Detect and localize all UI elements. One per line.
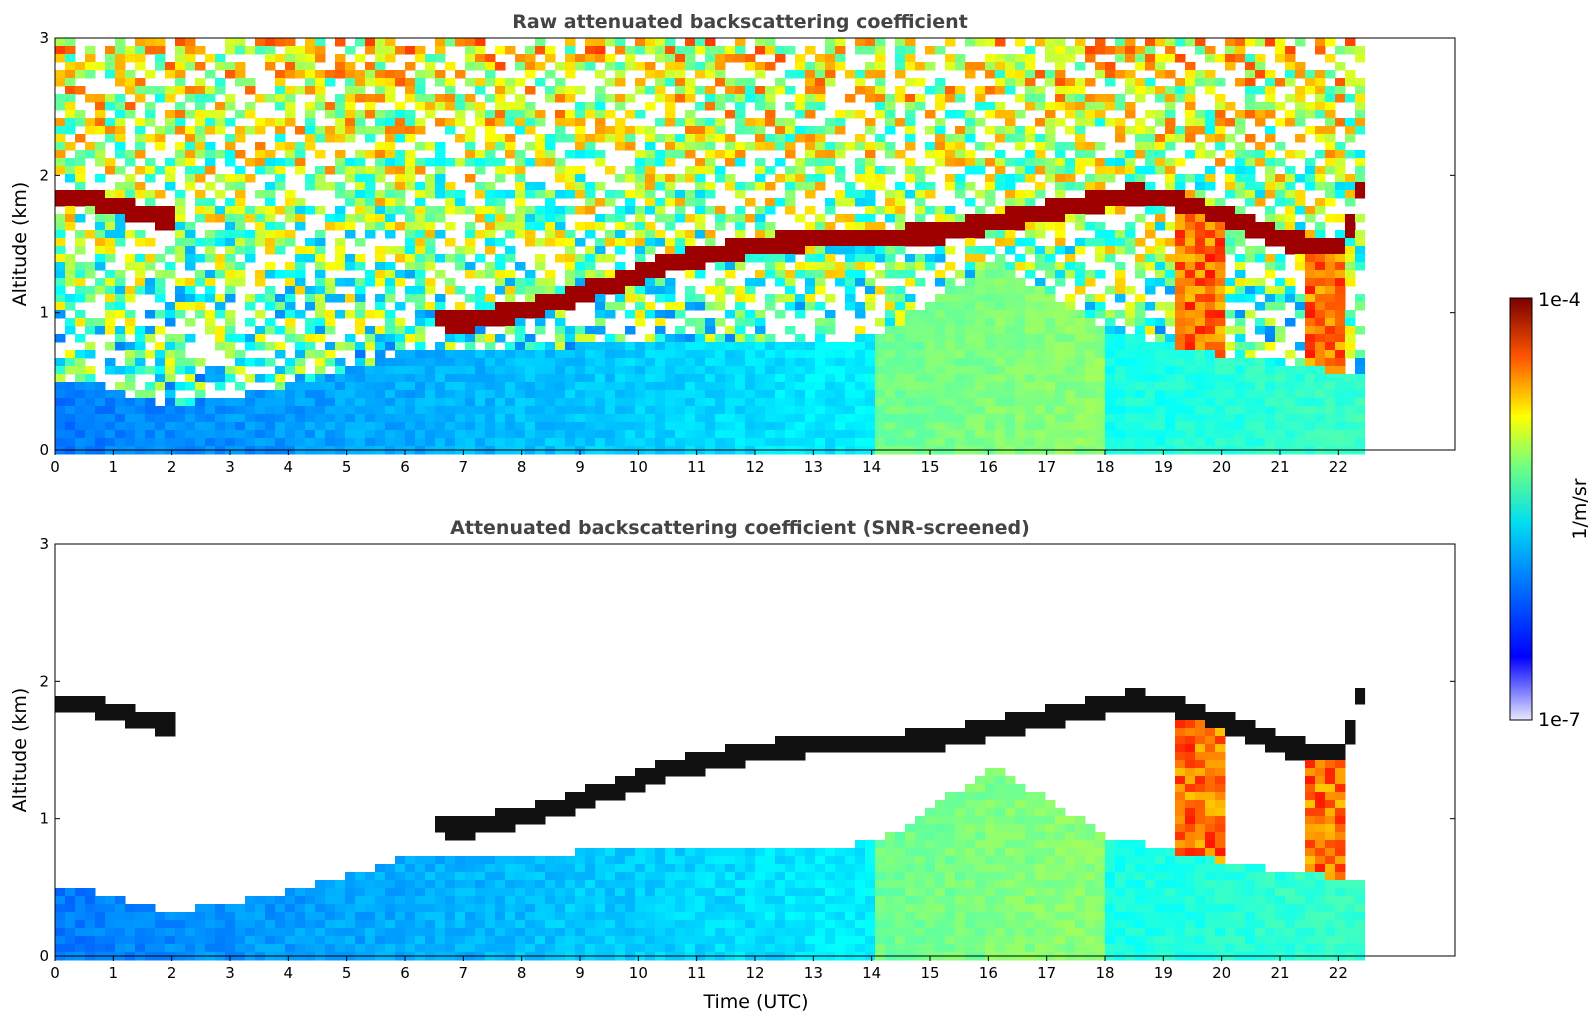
- x-tick-label: 15: [920, 964, 939, 982]
- x-tick-label: 15: [920, 458, 939, 476]
- panel-screened-xlabel: Time (UTC): [702, 991, 808, 1013]
- x-tick-label: 1: [109, 458, 119, 476]
- y-tick-label: 1: [39, 810, 49, 828]
- x-tick-label: 11: [687, 458, 706, 476]
- y-tick-label: 3: [39, 29, 49, 47]
- x-tick-label: 14: [862, 964, 881, 982]
- x-tick-label: 8: [517, 458, 527, 476]
- panel-screened-image: [55, 688, 1366, 961]
- y-tick-label: 1: [39, 304, 49, 322]
- x-tick-label: 11: [687, 964, 706, 982]
- x-tick-label: 14: [862, 458, 881, 476]
- x-tick-label: 1: [109, 964, 119, 982]
- panel-raw-ylabel: Altitude (km): [9, 182, 31, 307]
- y-tick-label: 2: [39, 166, 49, 184]
- x-tick-label: 5: [342, 964, 352, 982]
- panel-screened-title: Attenuated backscattering coefficient (S…: [450, 517, 1030, 539]
- panel-raw: Raw attenuated backscattering coefficien…: [9, 11, 1456, 476]
- colorbar-bar: [1509, 297, 1533, 721]
- x-tick-label: 16: [979, 458, 998, 476]
- x-tick-label: 13: [804, 458, 823, 476]
- x-tick-label: 18: [1095, 458, 1114, 476]
- x-tick-label: 12: [745, 964, 764, 982]
- x-tick-label: 6: [400, 458, 410, 476]
- colorbar-min-label: 1e-7: [1538, 709, 1581, 731]
- x-tick-label: 18: [1095, 964, 1114, 982]
- x-tick-label: 2: [167, 458, 177, 476]
- x-tick-label: 2: [167, 964, 177, 982]
- x-tick-label: 3: [225, 964, 235, 982]
- x-tick-label: 4: [284, 458, 294, 476]
- x-tick-label: 6: [400, 964, 410, 982]
- x-tick-label: 8: [517, 964, 527, 982]
- x-tick-label: 19: [1154, 964, 1173, 982]
- x-tick-label: 17: [1037, 458, 1056, 476]
- x-tick-label: 5: [342, 458, 352, 476]
- x-tick-label: 21: [1270, 964, 1289, 982]
- x-tick-label: 13: [804, 964, 823, 982]
- y-tick-label: 0: [39, 441, 49, 459]
- colorbar-max-label: 1e-4: [1538, 289, 1581, 311]
- x-tick-label: 4: [284, 964, 294, 982]
- panel-raw-title: Raw attenuated backscattering coefficien…: [512, 11, 968, 33]
- x-tick-label: 7: [459, 964, 469, 982]
- x-tick-label: 10: [629, 964, 648, 982]
- x-tick-label: 22: [1329, 458, 1348, 476]
- x-tick-label: 22: [1329, 964, 1348, 982]
- colorbar-unit-label: 1/m/sr: [1569, 478, 1591, 539]
- colorbar: 1e-4 1e-7 1/m/sr: [1509, 289, 1591, 731]
- y-tick-label: 0: [39, 947, 49, 965]
- x-tick-label: 9: [575, 458, 585, 476]
- x-tick-label: 17: [1037, 964, 1056, 982]
- x-tick-label: 0: [50, 458, 60, 476]
- y-tick-label: 3: [39, 535, 49, 553]
- x-tick-label: 12: [745, 458, 764, 476]
- panel-screened-ylabel: Altitude (km): [9, 688, 31, 813]
- x-tick-label: 21: [1270, 458, 1289, 476]
- x-tick-label: 19: [1154, 458, 1173, 476]
- x-tick-label: 20: [1212, 458, 1231, 476]
- panel-screened: Attenuated backscattering coefficient (S…: [9, 517, 1456, 1013]
- panel-raw-image: [55, 38, 1366, 455]
- x-tick-label: 20: [1212, 964, 1231, 982]
- x-tick-label: 9: [575, 964, 585, 982]
- x-tick-label: 3: [225, 458, 235, 476]
- x-tick-label: 16: [979, 964, 998, 982]
- y-tick-label: 2: [39, 672, 49, 690]
- x-tick-label: 0: [50, 964, 60, 982]
- x-tick-label: 10: [629, 458, 648, 476]
- x-tick-label: 7: [459, 458, 469, 476]
